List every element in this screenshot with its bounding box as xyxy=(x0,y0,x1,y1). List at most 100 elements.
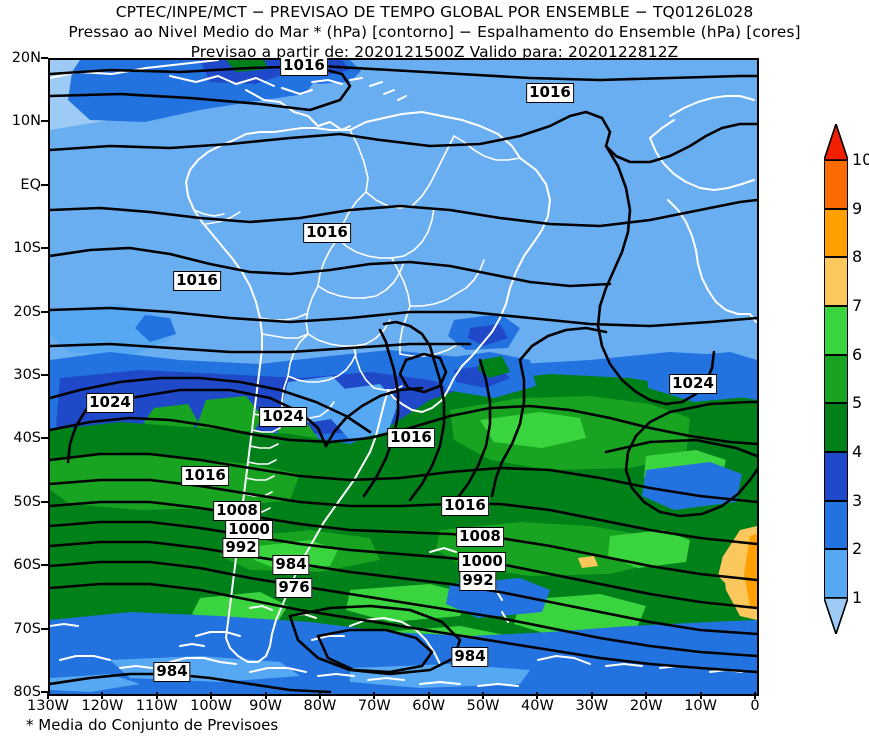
y-axis-tick-mark xyxy=(41,183,48,186)
x-axis-tick-label: 50W xyxy=(466,698,500,714)
southern-islands-layer xyxy=(50,546,743,687)
colorbar-tick-label: 8 xyxy=(852,247,863,267)
colorbar-segment xyxy=(824,160,848,209)
isobar-label: 984 xyxy=(153,662,191,682)
colorbar-tick-label: 7 xyxy=(852,296,863,315)
isobar-label: 1016 xyxy=(280,58,328,76)
x-axis-tick-label: 70W xyxy=(357,698,391,714)
contour-label-layer: 1016 1016 1016 1016 1024 1024 1024 1016 1016 1016… xyxy=(48,58,755,692)
chart-title-line1: CPTEC/INPE/MCT − PREVISAO DE TEMPO GLOBA… xyxy=(115,3,754,21)
x-axis-tick-mark xyxy=(101,692,104,699)
map-field-svg xyxy=(50,60,757,694)
map-plot-area[interactable] xyxy=(48,58,759,696)
x-axis-tick-label: 130W xyxy=(26,698,70,714)
colorbar-segment xyxy=(824,500,848,550)
colorbar-over-cap xyxy=(822,121,850,161)
y-axis-tick-mark xyxy=(41,374,48,376)
x-axis-tick-label: 90W xyxy=(249,698,282,714)
x-axis-tick-mark xyxy=(47,692,49,699)
isobar-layer xyxy=(50,64,757,694)
y-axis-tick-mark xyxy=(41,437,48,440)
y-axis-tick-mark xyxy=(41,627,48,630)
y-axis-tick-label: 40S xyxy=(13,430,41,447)
x-axis-tick-mark xyxy=(699,692,702,699)
colorbar-tick-label: 1 xyxy=(852,588,863,607)
colorbar-segment xyxy=(824,452,848,501)
isobar-label: 976 xyxy=(275,578,313,598)
y-axis-tick-mark xyxy=(41,500,48,503)
x-axis-tick-label: 110W xyxy=(135,698,178,714)
isobar-label: 984 xyxy=(451,647,489,667)
isobar-label: 1000 xyxy=(225,520,273,540)
y-axis-tick-label: 70S xyxy=(13,620,41,637)
chart-title-line3: Previsao a partir de: 2020121500Z Valido… xyxy=(190,43,679,61)
colorbar-tick-label: 3 xyxy=(852,490,863,510)
colorbar-segment xyxy=(824,306,848,355)
y-axis-tick-label: 80S xyxy=(13,683,41,700)
x-axis-tick-mark xyxy=(482,692,485,699)
isobar-label: 1008 xyxy=(213,501,261,521)
colorbar-segment xyxy=(824,257,848,306)
x-axis-tick-mark xyxy=(536,692,539,699)
x-axis-tick-mark xyxy=(427,692,430,699)
x-axis-tick-label: 60W xyxy=(412,698,446,714)
x-axis-tick-label: 100W xyxy=(190,698,233,714)
y-axis-tick-label: 10S xyxy=(13,239,41,256)
x-axis-tick-mark xyxy=(645,692,648,699)
colorbar-tick-label: 2 xyxy=(852,539,863,559)
y-axis-tick-label: EQ xyxy=(20,176,41,193)
x-axis-tick-label: 0 xyxy=(750,698,760,714)
x-axis-tick-label: 30W xyxy=(575,698,609,714)
colorbar-tick-label: 9 xyxy=(852,198,863,218)
x-axis-tick-mark xyxy=(264,692,267,699)
isobar-label: 984 xyxy=(272,555,310,575)
x-axis-tick-mark xyxy=(318,692,321,699)
isobar-label: 1016 xyxy=(387,428,435,448)
footer-note: * Media do Conjunto de Previsoes xyxy=(26,716,279,734)
isobar-label: 992 xyxy=(459,571,497,591)
y-axis-tick-label: 60S xyxy=(13,556,41,573)
x-axis-tick-mark xyxy=(210,692,213,699)
colorbar[interactable]: 1 2 3 4 5 6 7 8 9 10 xyxy=(822,121,869,637)
y-axis-tick-mark xyxy=(41,691,48,693)
x-axis-tick-label: 40W xyxy=(521,698,554,714)
isobar-label: 1024 xyxy=(86,393,134,413)
x-axis-tick-label: 20W xyxy=(629,698,663,714)
x-axis-tick-label: 80W xyxy=(303,698,337,714)
isobar-label: 1016 xyxy=(173,271,221,291)
colorbar-under-cap xyxy=(822,597,850,637)
isobar-label: 1008 xyxy=(456,527,504,547)
x-axis-tick-mark xyxy=(373,692,376,699)
isobar-label: 1016 xyxy=(441,496,489,516)
colorbar-tick-label: 6 xyxy=(852,344,863,364)
y-axis-tick-label: 10N xyxy=(11,113,41,130)
chart-title-block: CPTEC/INPE/MCT − PREVISAO DE TEMPO GLOBA… xyxy=(0,0,869,61)
isobar-label: 1016 xyxy=(181,466,229,486)
y-axis-tick-label: 30S xyxy=(13,366,41,383)
y-axis-tick-label: 50S xyxy=(13,493,41,510)
y-axis-tick-mark xyxy=(41,120,48,123)
x-axis-tick-mark xyxy=(155,692,158,699)
isobar-label: 1000 xyxy=(458,552,506,572)
colorbar-segment xyxy=(824,354,848,404)
x-axis-tick-label: 120W xyxy=(81,698,124,714)
y-axis-tick-mark xyxy=(41,57,48,59)
x-axis-tick-mark xyxy=(590,692,593,699)
y-axis-tick-mark xyxy=(41,564,48,567)
isobar-label: 1024 xyxy=(669,374,717,394)
isobar-label: 1016 xyxy=(526,83,574,103)
isobar-label: 1024 xyxy=(259,407,307,427)
y-axis-tick-label: 20N xyxy=(11,49,41,66)
colorbar-tick-label: 4 xyxy=(852,442,863,461)
colorbar-segment xyxy=(824,208,848,258)
axes-layer: 20N 10N EQ 10S 20S 30S 40S 50S 60S 70S 80S 130W 120… xyxy=(12,51,760,713)
y-axis-tick-mark xyxy=(41,247,48,250)
x-axis-tick-label: 10W xyxy=(684,698,718,714)
colorbar-tick-label: 5 xyxy=(852,393,863,413)
x-axis-tick-mark xyxy=(754,692,756,699)
colorbar-tick-label: 10 xyxy=(852,150,869,169)
y-axis-tick-mark xyxy=(41,310,48,313)
colorbar-segment xyxy=(824,403,848,452)
chart-title-line2: Pressao ao Nivel Medio do Mar * (hPa) [c… xyxy=(68,23,801,41)
